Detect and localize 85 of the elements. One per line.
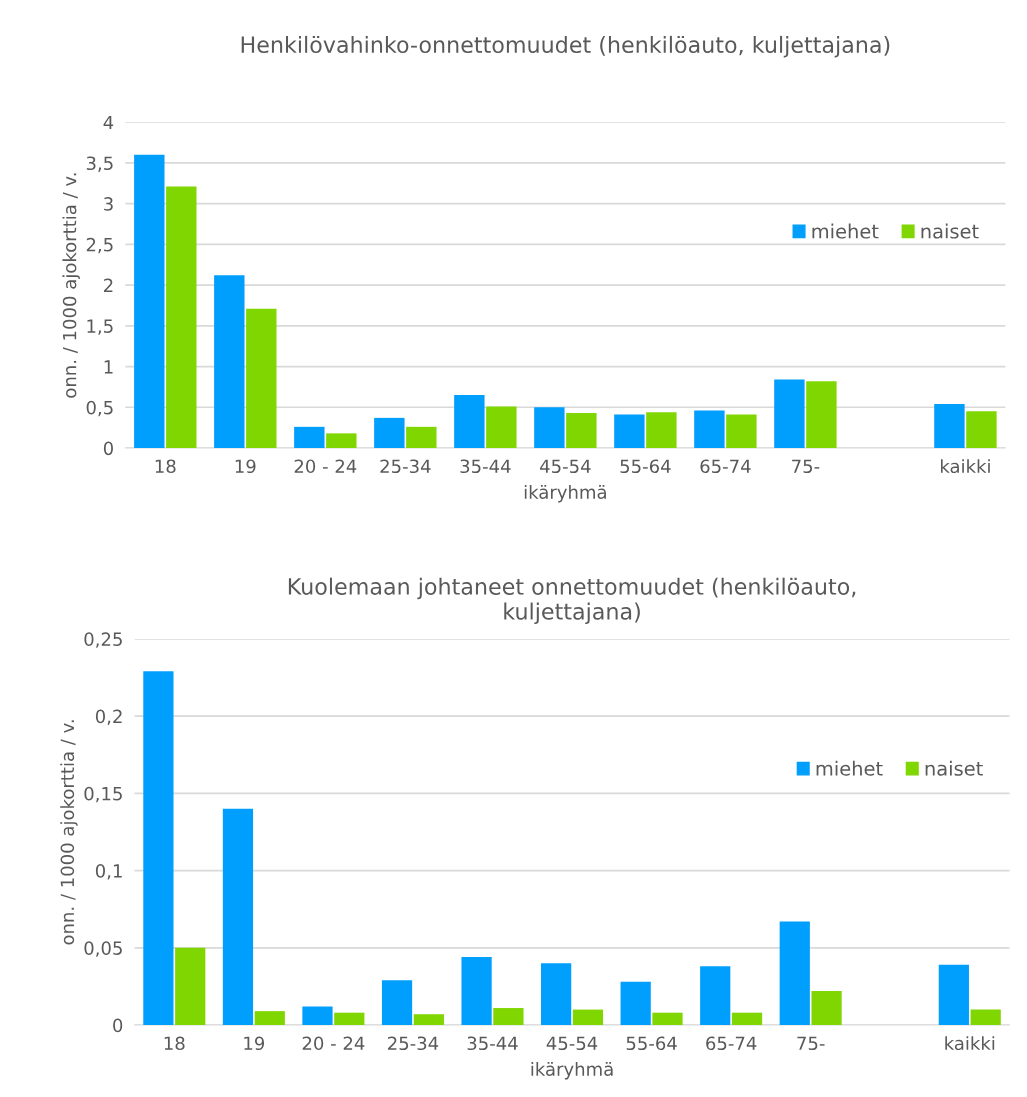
x-tick-label: 25-34 xyxy=(380,459,431,474)
bar xyxy=(541,963,572,1026)
bar xyxy=(938,964,969,1026)
bar xyxy=(806,381,837,449)
bar xyxy=(700,966,731,1026)
bar xyxy=(166,186,197,449)
bar xyxy=(966,411,997,449)
x-tick-label: 65-74 xyxy=(706,1036,757,1051)
bar xyxy=(566,412,597,449)
x-axis-title: ikäryhmä xyxy=(531,1061,613,1080)
x-tick-label: 55-64 xyxy=(626,1036,677,1051)
bar xyxy=(454,395,485,449)
bar xyxy=(779,921,810,1026)
y-tick-label: 0,1 xyxy=(95,864,122,880)
x-tick-label: 45-54 xyxy=(540,459,591,474)
bar xyxy=(374,417,405,449)
chart-title: Kuolemaan johtaneet onnettomuudet (henkilöauto, kuljettajana) xyxy=(288,577,856,625)
x-tick-label: 75- xyxy=(797,1036,825,1051)
x-tick-label: 75- xyxy=(792,459,820,474)
y-tick-label: 0 xyxy=(113,1018,123,1033)
x-tick-label: 18 xyxy=(155,459,176,474)
bar xyxy=(214,275,245,449)
bar xyxy=(534,407,565,449)
bar xyxy=(731,1012,763,1026)
y-tick-label: 4 xyxy=(103,115,114,130)
bar xyxy=(620,981,651,1026)
bar xyxy=(572,1009,604,1026)
legend-label: naiset xyxy=(925,760,983,776)
x-axis-title: ikäryhmä xyxy=(524,484,606,503)
x-tick-label: 25-34 xyxy=(388,1036,439,1051)
x-tick-label: kaikki xyxy=(940,459,990,474)
bar xyxy=(413,1014,444,1026)
x-tick-label: 19 xyxy=(244,1036,265,1051)
bar xyxy=(694,410,725,449)
y-tick-label: 0,25 xyxy=(84,632,122,648)
chart-title: Henkilövahinko-onnettomuudet (henkilöauto, kuljettajana) xyxy=(241,35,890,58)
y-axis-title: onn. / 1000 ajokorttia / v. xyxy=(60,720,78,945)
y-tick-label: 1 xyxy=(104,360,113,374)
bar xyxy=(143,671,174,1026)
x-tick-label: 35-44 xyxy=(460,459,511,474)
bar xyxy=(614,414,645,449)
y-tick-label: 0,2 xyxy=(95,709,122,726)
x-tick-label: 20 - 24 xyxy=(294,459,357,474)
bar xyxy=(326,433,357,449)
bar xyxy=(811,991,842,1026)
y-axis-title: onn. / 1000 ajokorttia / v. xyxy=(62,173,80,398)
y-tick-label: 2 xyxy=(104,278,113,292)
x-tick-label: 65-74 xyxy=(700,459,751,474)
bar xyxy=(934,404,965,449)
legend-label: miehet xyxy=(816,760,883,776)
bar xyxy=(222,808,254,1026)
bar xyxy=(461,957,492,1026)
x-tick-label: 35-44 xyxy=(467,1036,518,1051)
y-tick-label: 3,5 xyxy=(86,156,113,172)
x-tick-label: 20 - 24 xyxy=(302,1036,365,1051)
y-tick-label: 0 xyxy=(103,441,113,456)
bar xyxy=(652,1012,683,1026)
y-tick-label: 0,05 xyxy=(84,941,122,957)
x-tick-label: kaikki xyxy=(945,1036,995,1051)
bar xyxy=(726,414,757,449)
bar xyxy=(406,426,437,449)
legend-label: naiset xyxy=(921,223,979,239)
y-tick-label: 0,5 xyxy=(86,400,113,417)
bar xyxy=(493,1008,524,1026)
bar xyxy=(774,379,805,449)
bar xyxy=(246,308,277,449)
bar xyxy=(302,1006,333,1026)
legend-label: miehet xyxy=(812,223,879,239)
bar xyxy=(646,412,677,449)
bar xyxy=(175,947,206,1026)
bar xyxy=(970,1009,1001,1026)
bar xyxy=(134,154,165,449)
x-tick-label: 45-54 xyxy=(546,1036,598,1051)
x-tick-label: 18 xyxy=(164,1036,185,1051)
y-tick-label: 3 xyxy=(104,197,113,211)
bar xyxy=(334,1012,365,1026)
x-tick-label: 55-64 xyxy=(620,459,671,474)
x-tick-label: 19 xyxy=(235,459,256,474)
y-tick-label: 0,15 xyxy=(84,786,122,803)
y-tick-label: 1,5 xyxy=(87,319,113,335)
bar xyxy=(486,406,517,449)
y-tick-label: 2,5 xyxy=(86,237,113,254)
bar xyxy=(254,1011,285,1026)
bar xyxy=(294,426,325,449)
bar xyxy=(381,980,413,1026)
